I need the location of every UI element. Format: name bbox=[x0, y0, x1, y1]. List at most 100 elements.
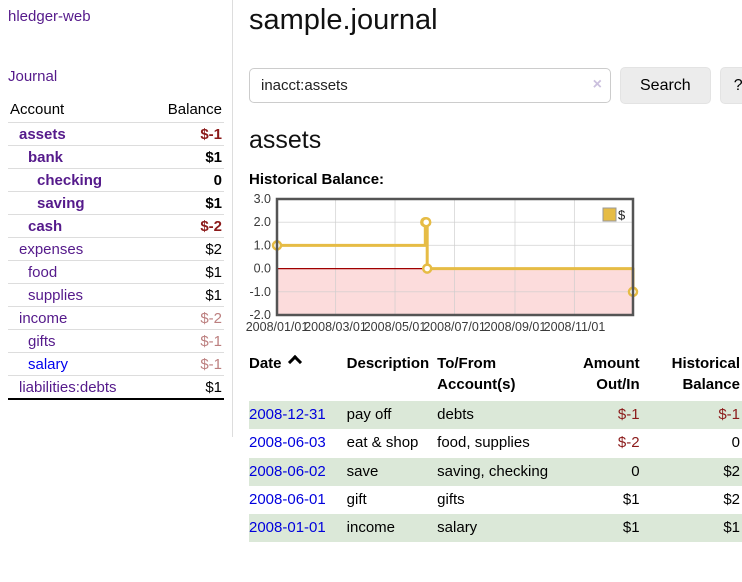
register-description-cell: eat & shop bbox=[346, 434, 419, 452]
register-balance-cell: $-1 bbox=[647, 401, 742, 430]
register-row[interactable]: 2008-01-01 income salary $1 $1 bbox=[249, 514, 742, 543]
register-header-accounts-line1: To/From bbox=[437, 355, 497, 372]
search-input-wrap: × bbox=[249, 68, 611, 103]
account-cell: supplies bbox=[8, 283, 149, 307]
account-row: saving $1 bbox=[8, 191, 224, 215]
account-cell: saving bbox=[8, 191, 149, 215]
register-amount-cell: 0 bbox=[571, 457, 648, 486]
account-balance: $-2 bbox=[148, 306, 224, 330]
search-input[interactable] bbox=[249, 68, 611, 103]
y-axis-tick-label: -2.0 bbox=[249, 308, 271, 322]
register-amount-cell: $-1 bbox=[571, 401, 648, 430]
account-cell: food bbox=[8, 260, 149, 284]
x-axis-tick-label: 2008/07/01 bbox=[423, 320, 486, 334]
account-balance: $1 bbox=[148, 145, 224, 169]
account-balance: $-1 bbox=[148, 329, 224, 353]
account-link-assets[interactable]: assets bbox=[19, 125, 66, 143]
register-row[interactable]: 2008-12-31 pay off debts $-1 $-1 bbox=[249, 401, 742, 430]
sort-ascending-icon bbox=[287, 354, 302, 370]
account-balance: 0 bbox=[148, 168, 224, 192]
register-date-cell: 2008-06-03 bbox=[249, 429, 347, 457]
x-axis-tick-label: 2008/05/01 bbox=[364, 320, 427, 334]
account-cell: checking bbox=[8, 168, 149, 192]
search-form: × Search ? bbox=[249, 67, 742, 104]
y-axis-tick-label: 1.0 bbox=[254, 238, 271, 252]
register-header-amount: Amount Out/In bbox=[572, 351, 648, 401]
register-row[interactable]: 2008-06-03 eat & shop food, supplies $-2 0 bbox=[249, 429, 742, 457]
transaction-date-link[interactable]: 2008-06-02 bbox=[249, 462, 326, 480]
x-axis-tick-label: 2008/01/01 bbox=[246, 320, 309, 334]
x-axis-tick-label: 2008/11/01 bbox=[544, 320, 606, 334]
account-row: checking 0 bbox=[8, 168, 224, 192]
account-heading: assets bbox=[249, 126, 322, 154]
account-link-saving[interactable]: saving bbox=[37, 194, 85, 212]
account-row: bank $1 bbox=[8, 145, 224, 169]
register-header-date[interactable]: Date bbox=[249, 351, 347, 401]
register-accounts-cell: food, supplies bbox=[437, 434, 530, 452]
account-link-expenses[interactable]: expenses bbox=[19, 240, 84, 258]
register-header-row: Date Description To/From Account(s) Amou… bbox=[249, 351, 742, 401]
account-balance: $1 bbox=[148, 283, 224, 307]
register-header-amount-line2: Out/In bbox=[596, 376, 640, 393]
help-button[interactable]: ? bbox=[719, 67, 742, 104]
register-header-accounts-line2: Account(s) bbox=[437, 376, 516, 393]
clear-search-icon[interactable]: × bbox=[592, 76, 602, 93]
register-header-description-label: Description bbox=[346, 355, 430, 372]
register-balance-cell: $2 bbox=[723, 490, 740, 508]
account-link-cash[interactable]: cash bbox=[28, 217, 63, 235]
account-row: expenses $2 bbox=[8, 237, 224, 261]
y-axis-tick-label: 0.0 bbox=[254, 262, 271, 276]
register-accounts-cell: gifts bbox=[437, 490, 465, 508]
register-amount-cell: $-2 bbox=[617, 434, 640, 452]
account-cell: expenses bbox=[8, 237, 149, 261]
register-header-balance: Historical Balance bbox=[648, 351, 742, 401]
account-row: supplies $1 bbox=[8, 283, 224, 307]
account-balance: $-1 bbox=[148, 352, 224, 376]
account-link-supplies[interactable]: supplies bbox=[28, 286, 84, 304]
register-accounts-cell: saving, checking bbox=[437, 457, 572, 486]
account-link-salary[interactable]: salary bbox=[28, 355, 69, 373]
transaction-date-link[interactable]: 2008-06-01 bbox=[249, 490, 326, 508]
account-link-gifts[interactable]: gifts bbox=[28, 332, 56, 350]
accounts-header-row: Account Balance bbox=[8, 98, 224, 123]
account-cell: liabilities:debts bbox=[8, 375, 149, 399]
register-description-cell: gift bbox=[346, 490, 367, 508]
account-link-liabilities-debts[interactable]: liabilities:debts bbox=[19, 378, 117, 396]
account-row: salary $-1 bbox=[8, 352, 224, 376]
transaction-date-link[interactable]: 2008-01-01 bbox=[249, 519, 326, 536]
y-axis-tick-label: 2.0 bbox=[254, 215, 271, 229]
accounts-table: Account Balance assets $-1 bank $1 checking 0… bbox=[8, 98, 224, 406]
y-axis-tick-label: 3.0 bbox=[254, 194, 271, 206]
register-date-cell: 2008-12-31 bbox=[249, 401, 347, 430]
register-row[interactable]: 2008-06-02 save saving, checking 0 $2 bbox=[249, 457, 742, 486]
register-header-balance-line2: Balance bbox=[682, 376, 740, 393]
x-axis-tick-label: 2008/03/01 bbox=[304, 320, 367, 334]
historical-balance-chart: $3.0 2.0 1.0 0.0 -1.0 -2.0 2008/01/01 2008/03/0… bbox=[240, 194, 742, 336]
account-row: cash $-2 bbox=[8, 214, 224, 238]
register-description-cell: pay off bbox=[346, 401, 438, 430]
search-button[interactable]: Search bbox=[620, 67, 711, 104]
accounts-total-row bbox=[8, 398, 224, 406]
sidebar: hledger-web Journal Account Balance asse… bbox=[0, 0, 233, 437]
account-cell: cash bbox=[8, 214, 149, 238]
transaction-date-link[interactable]: 2008-12-31 bbox=[249, 406, 326, 423]
account-link-checking[interactable]: checking bbox=[37, 171, 103, 189]
register-accounts-cell: debts bbox=[437, 401, 572, 430]
app-window: hledger-web Journal Account Balance asse… bbox=[0, 0, 742, 543]
x-axis-tick-label: 2008/09/01 bbox=[484, 320, 547, 334]
accounts-header-account: Account bbox=[10, 101, 65, 118]
main-panel: sample.journal × Search ? assets Histori… bbox=[233, 0, 742, 543]
account-link-income[interactable]: income bbox=[19, 309, 68, 327]
chart-title: Historical Balance: bbox=[249, 171, 385, 188]
register-date-cell: 2008-06-02 bbox=[249, 457, 347, 486]
transaction-date-link[interactable]: 2008-06-03 bbox=[249, 434, 326, 452]
app-title-link[interactable]: hledger-web bbox=[8, 8, 91, 25]
account-cell: bank bbox=[8, 145, 149, 169]
register-row[interactable]: 2008-06-01 gift gifts $1 $2 bbox=[249, 486, 742, 514]
account-link-food[interactable]: food bbox=[28, 263, 58, 281]
register-balance-cell: 0 bbox=[731, 434, 740, 452]
account-link-bank[interactable]: bank bbox=[28, 148, 64, 166]
register-date-cell: 2008-06-01 bbox=[249, 486, 347, 514]
app-title: hledger-web bbox=[8, 8, 224, 25]
sidebar-item-journal[interactable]: Journal bbox=[8, 68, 58, 85]
